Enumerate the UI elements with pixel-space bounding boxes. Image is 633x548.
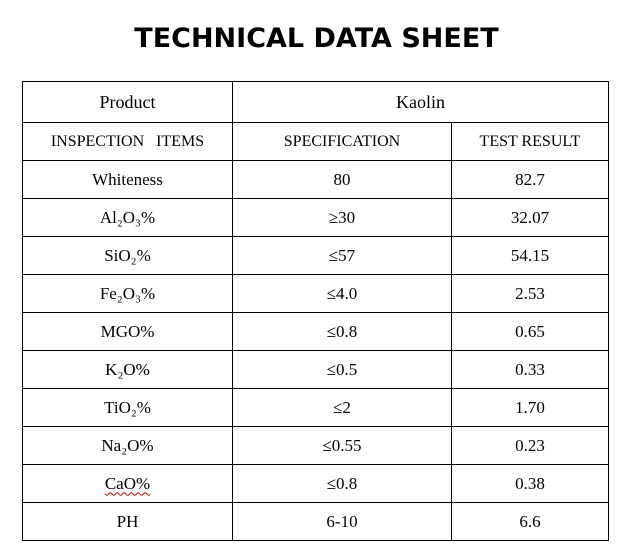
result-cell: 0.33: [451, 350, 609, 389]
item-cell: CaO%: [22, 464, 233, 503]
product-label-cell: Product: [22, 81, 233, 123]
table-row-na2o: Na₂O% ≤0.55 0.23: [22, 426, 609, 465]
table-row-whiteness: Whiteness 80 82.7: [22, 160, 609, 199]
result-cell: 0.38: [451, 464, 609, 503]
table-row-tio2: TiO₂% ≤2 1.70: [22, 388, 609, 427]
item-cell: K₂O%: [22, 350, 233, 389]
result-cell: 6.6: [451, 502, 609, 541]
result-cell: 0.65: [451, 312, 609, 351]
result-cell: 54.15: [451, 236, 609, 275]
product-value-cell: Kaolin: [232, 81, 609, 123]
spec-cell: ≤4.0: [232, 274, 452, 313]
header-specification: SPECIFICATION: [232, 122, 452, 161]
item-cell: Al₂O₃%: [22, 198, 233, 237]
item-cell: TiO₂%: [22, 388, 233, 427]
item-cell: SiO₂%: [22, 236, 233, 275]
product-row: Product Kaolin: [22, 81, 609, 123]
result-cell: 32.07: [451, 198, 609, 237]
item-cell: PH: [22, 502, 233, 541]
column-header-row: INSPECTION ITEMS SPECIFICATION TEST RESU…: [22, 122, 609, 161]
spec-cell: ≤0.8: [232, 464, 452, 503]
item-cell: MGO%: [22, 312, 233, 351]
spec-cell: ≤0.55: [232, 426, 452, 465]
spec-cell: ≥30: [232, 198, 452, 237]
table-row-al2o3: Al₂O₃% ≥30 32.07: [22, 198, 609, 237]
table-row-mgo: MGO% ≤0.8 0.65: [22, 312, 609, 351]
header-inspection-items: INSPECTION ITEMS: [22, 122, 233, 161]
result-cell: 1.70: [451, 388, 609, 427]
item-cell: Na₂O%: [22, 426, 233, 465]
technical-data-table: Product Kaolin INSPECTION ITEMS SPECIFIC…: [22, 81, 609, 541]
spec-cell: 80: [232, 160, 452, 199]
spec-cell: 6-10: [232, 502, 452, 541]
header-test-result: TEST RESULT: [451, 122, 609, 161]
table-row-ph: PH 6-10 6.6: [22, 502, 609, 541]
table-row-sio2: SiO₂% ≤57 54.15: [22, 236, 609, 275]
result-cell: 0.23: [451, 426, 609, 465]
spec-cell: ≤0.5: [232, 350, 452, 389]
table-row-cao: CaO% ≤0.8 0.38: [22, 464, 609, 503]
spec-cell: ≤0.8: [232, 312, 452, 351]
spec-cell: ≤57: [232, 236, 452, 275]
table-row-k2o: K₂O% ≤0.5 0.33: [22, 350, 609, 389]
table-row-fe2o3: Fe₂O₃% ≤4.0 2.53: [22, 274, 609, 313]
item-cell: Fe₂O₃%: [22, 274, 233, 313]
spec-cell: ≤2: [232, 388, 452, 427]
item-cell: Whiteness: [22, 160, 233, 199]
result-cell: 2.53: [451, 274, 609, 313]
page-title: TECHNICAL DATA SHEET: [134, 23, 499, 54]
spellcheck-underlined-text: CaO%: [104, 473, 151, 493]
result-cell: 82.7: [451, 160, 609, 199]
